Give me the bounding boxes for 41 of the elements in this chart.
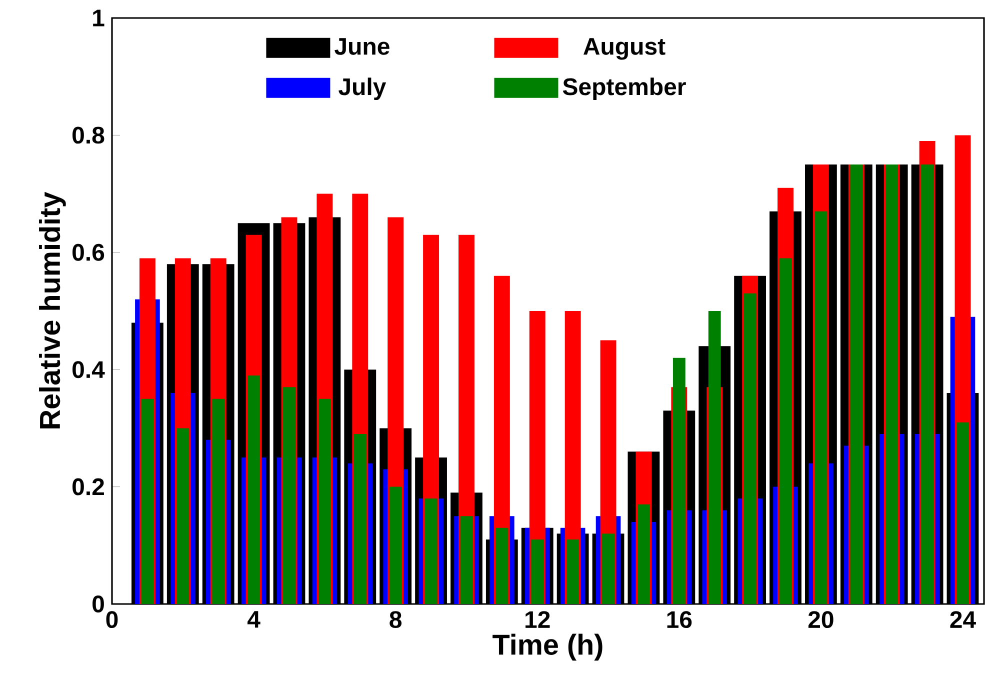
bar <box>141 398 154 604</box>
bar <box>566 540 580 604</box>
y-tick-label: 0 <box>92 596 104 612</box>
x-tick-label: 4 <box>247 611 260 628</box>
bar <box>248 375 260 604</box>
legend-label: August <box>584 38 666 60</box>
legend-label: September <box>562 78 686 100</box>
bar <box>460 516 473 604</box>
bar <box>176 428 190 604</box>
x-tick-label: 8 <box>390 611 402 628</box>
bar <box>708 310 721 604</box>
bar <box>638 504 650 604</box>
bar <box>496 528 508 604</box>
bar <box>212 398 225 604</box>
x-tick-label: 12 <box>526 611 550 628</box>
y-tick-label: 0.4 <box>72 361 105 378</box>
bar <box>283 387 296 604</box>
bar <box>921 164 934 604</box>
y-tick-label: 0.6 <box>72 244 104 261</box>
bar <box>602 534 614 604</box>
x-tick-label: 24 <box>950 611 976 628</box>
x-tick-label: 20 <box>808 611 834 628</box>
bar <box>318 398 331 604</box>
y-tick-label: 1 <box>93 10 104 26</box>
bar <box>354 434 366 604</box>
y-tick-label: 0.2 <box>72 478 104 496</box>
legend-label: July <box>338 78 386 100</box>
bar <box>814 211 828 604</box>
x-tick-label: 16 <box>667 611 692 628</box>
x-tick-label: 0 <box>106 611 118 628</box>
bar <box>956 422 969 604</box>
bar <box>531 540 544 604</box>
y-tick-label: 0.8 <box>72 126 104 144</box>
bar <box>779 258 792 604</box>
bar <box>424 498 438 604</box>
bar <box>744 293 756 604</box>
y-axis-title: Relative humidity <box>39 192 66 428</box>
bar <box>389 486 402 604</box>
x-axis-title: Time (h) <box>492 634 602 661</box>
bar <box>672 358 686 604</box>
legend-label: June <box>334 38 390 55</box>
